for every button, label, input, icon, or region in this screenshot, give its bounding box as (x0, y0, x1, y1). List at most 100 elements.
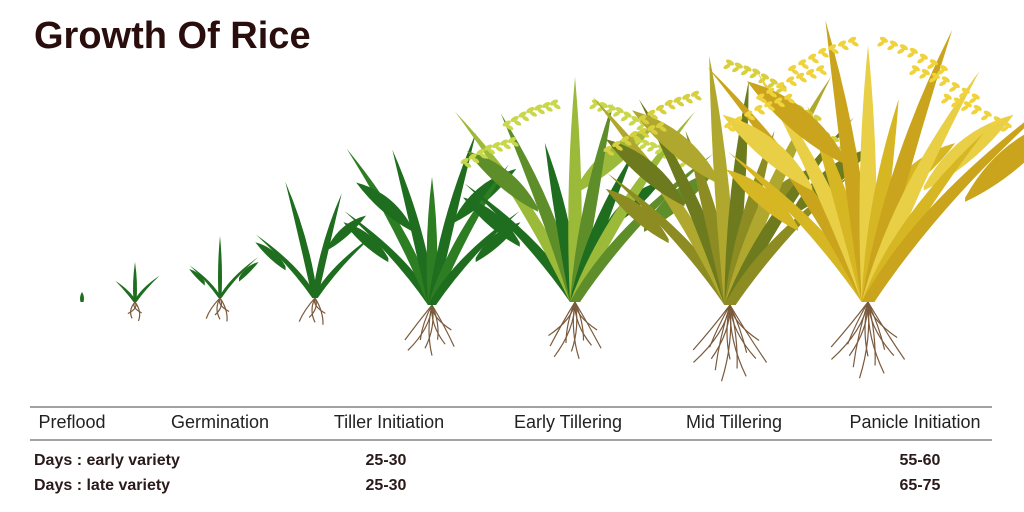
grain (507, 136, 517, 144)
grain (747, 114, 755, 121)
stage-label: Panicle Initiation (849, 412, 980, 432)
root (693, 304, 731, 363)
leaf (607, 173, 736, 305)
grain (766, 87, 775, 94)
grain (623, 111, 632, 118)
grain (613, 111, 621, 117)
grain (607, 104, 616, 111)
grain (472, 157, 480, 164)
grain (764, 101, 773, 108)
grain (638, 127, 647, 135)
grain (495, 146, 503, 152)
leaf (756, 71, 875, 303)
grain (969, 97, 977, 104)
grain (476, 148, 485, 156)
days-value: 25-30 (366, 452, 407, 469)
root (574, 301, 598, 331)
grain (789, 80, 797, 87)
grain (821, 52, 829, 58)
leaf (632, 110, 720, 185)
grain (819, 69, 827, 75)
plant (80, 291, 84, 302)
leaf (346, 148, 437, 305)
grain (655, 148, 663, 155)
grain (879, 36, 889, 43)
root (729, 304, 748, 353)
grain (641, 119, 650, 125)
grain (971, 109, 979, 115)
grain (841, 44, 849, 51)
grain (919, 73, 927, 79)
grain (542, 101, 551, 109)
leaf (427, 211, 520, 305)
root (548, 301, 576, 337)
leaf (638, 99, 736, 306)
grain (723, 63, 731, 70)
grain (993, 116, 1002, 123)
labels: Preflood Germination Tiller Initiation Earl… (34, 412, 981, 494)
grain (655, 121, 665, 129)
root (216, 297, 221, 320)
leaf (605, 188, 669, 244)
grain (889, 40, 898, 47)
grain (514, 120, 522, 126)
grain (460, 157, 469, 165)
plant (455, 77, 715, 360)
leaf (356, 182, 413, 232)
root (867, 301, 876, 366)
grain (796, 72, 805, 79)
root (831, 301, 869, 360)
leaf (861, 122, 1024, 302)
leaf (605, 139, 685, 207)
grain (641, 132, 650, 138)
grain (787, 98, 795, 104)
grain (909, 69, 917, 75)
leaf (724, 173, 853, 305)
plants (80, 20, 1024, 382)
grain (799, 77, 807, 83)
leaf (189, 269, 205, 286)
grain (818, 47, 827, 54)
grain (664, 99, 673, 106)
grain (650, 129, 658, 135)
grain (777, 101, 785, 108)
grain (752, 68, 761, 75)
grain (668, 104, 676, 110)
grain (636, 124, 644, 131)
root (407, 304, 433, 351)
grain (941, 98, 949, 104)
leaf (133, 275, 160, 302)
grain (633, 135, 641, 141)
grain (487, 148, 495, 155)
plant (707, 20, 1024, 379)
grain (464, 162, 472, 168)
grain (847, 36, 857, 43)
grain (511, 141, 519, 147)
grain (526, 106, 535, 114)
grain (737, 120, 745, 126)
grain (981, 114, 989, 121)
leaf (328, 215, 367, 250)
grain (647, 109, 656, 116)
root (867, 301, 886, 350)
leaf (115, 280, 137, 302)
grain (734, 62, 743, 69)
grain (732, 66, 740, 73)
leaf (80, 291, 84, 302)
leaf (312, 193, 342, 298)
grain (659, 126, 667, 132)
grain (545, 106, 553, 112)
leaf (724, 130, 775, 305)
grain (786, 76, 795, 83)
grain (650, 114, 658, 120)
grain (553, 103, 561, 110)
grain (929, 59, 938, 66)
grain (549, 99, 559, 106)
grain (961, 105, 969, 111)
grain (694, 95, 702, 101)
grain (503, 143, 511, 150)
grain (784, 93, 793, 100)
root (848, 301, 869, 357)
leaf (218, 236, 222, 298)
